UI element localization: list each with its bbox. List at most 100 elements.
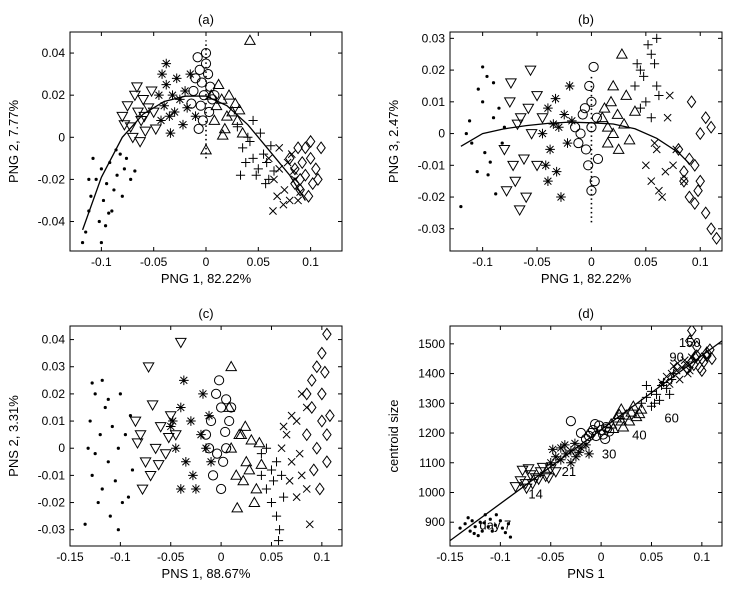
x-axis-label: PNS 1 [567, 566, 605, 581]
data-point [98, 433, 102, 437]
data-point [208, 114, 221, 125]
data-point [672, 145, 681, 154]
data-point [607, 79, 620, 91]
data-point [604, 95, 618, 107]
data-point [481, 65, 485, 69]
y-tick-label: -0.02 [418, 190, 446, 204]
data-point [261, 179, 271, 189]
data-point [589, 419, 601, 430]
data-point [273, 535, 284, 546]
y-tick-label: 1300 [418, 396, 445, 410]
data-point [494, 513, 498, 517]
age-annotation: 40 [632, 428, 646, 443]
data-point [543, 176, 553, 186]
series-triangle-up [596, 48, 642, 154]
data-point [221, 443, 232, 454]
data-point [193, 123, 204, 134]
data-point [472, 531, 476, 536]
data-point [549, 467, 562, 478]
data-point [100, 378, 104, 382]
data-point [170, 443, 181, 454]
data-point [196, 77, 207, 88]
x-axis-label: PNS 1, 88.67% [162, 566, 251, 581]
x-tick-label: 0.05 [640, 550, 664, 564]
data-point [307, 177, 318, 191]
data-point [485, 74, 489, 79]
data-point [317, 346, 327, 360]
series-diamond [673, 95, 722, 245]
data-point [514, 476, 527, 487]
data-point [261, 443, 272, 453]
data-point [458, 526, 462, 530]
x-tick-label: -0.05 [523, 255, 551, 269]
data-point [90, 473, 94, 477]
data-point [178, 119, 188, 130]
series-plus [256, 443, 289, 546]
data-point [197, 115, 208, 126]
age-annotation: 30 [602, 446, 616, 461]
data-point [115, 173, 119, 177]
data-point [673, 359, 682, 368]
data-point [690, 158, 700, 172]
data-point [266, 141, 276, 151]
data-point [175, 94, 185, 105]
data-point [123, 433, 128, 437]
data-point [186, 98, 197, 109]
data-point [567, 116, 577, 126]
data-point [176, 402, 186, 413]
data-point [571, 452, 581, 462]
data-point [164, 411, 177, 422]
data-point [300, 168, 311, 182]
data-point [530, 91, 544, 102]
data-point [508, 535, 513, 539]
plot-frame [69, 31, 343, 252]
data-point [235, 170, 246, 180]
data-point [665, 389, 675, 399]
age-annotation: 90 [669, 350, 683, 365]
data-point [152, 460, 165, 471]
age-annotation: 21 [562, 464, 576, 479]
data-point [200, 47, 212, 59]
data-point [225, 442, 238, 453]
y-axis-label: PNG 2, 7.77% [6, 100, 21, 184]
series-triangle-down [509, 462, 562, 495]
plot-area [83, 327, 335, 546]
y-axis-label: centroid size [386, 400, 401, 473]
data-point [190, 111, 201, 122]
data-point [268, 476, 279, 486]
data-point [106, 460, 110, 464]
data-point [213, 375, 225, 386]
data-point [285, 476, 294, 485]
data-point [620, 89, 633, 100]
data-point [154, 422, 167, 433]
data-point [459, 204, 463, 209]
data-point [255, 128, 265, 138]
data-point [641, 380, 652, 391]
data-point [108, 514, 112, 518]
data-point [598, 101, 611, 113]
data-point [274, 525, 285, 535]
data-point [566, 446, 576, 456]
data-point [630, 81, 640, 91]
data-point [702, 346, 712, 360]
data-point [101, 198, 106, 203]
y-tick-label: 0.01 [422, 95, 446, 109]
data-point [647, 177, 656, 186]
data-point [506, 522, 511, 526]
data-point [203, 443, 215, 454]
data-point [201, 443, 211, 454]
data-point [161, 79, 172, 90]
data-point [287, 411, 296, 420]
data-point [96, 500, 100, 505]
data-point [316, 141, 326, 155]
data-point [145, 86, 158, 98]
series-triangle-up [605, 400, 648, 433]
data-point [212, 78, 225, 90]
data-point [258, 149, 269, 159]
data-point [547, 444, 558, 455]
y-tick-label: 0.02 [422, 63, 446, 77]
data-point [103, 405, 107, 410]
data-point [156, 115, 166, 126]
data-point [494, 192, 498, 196]
y-axis-label: PNS 2, 3.31% [6, 395, 21, 477]
